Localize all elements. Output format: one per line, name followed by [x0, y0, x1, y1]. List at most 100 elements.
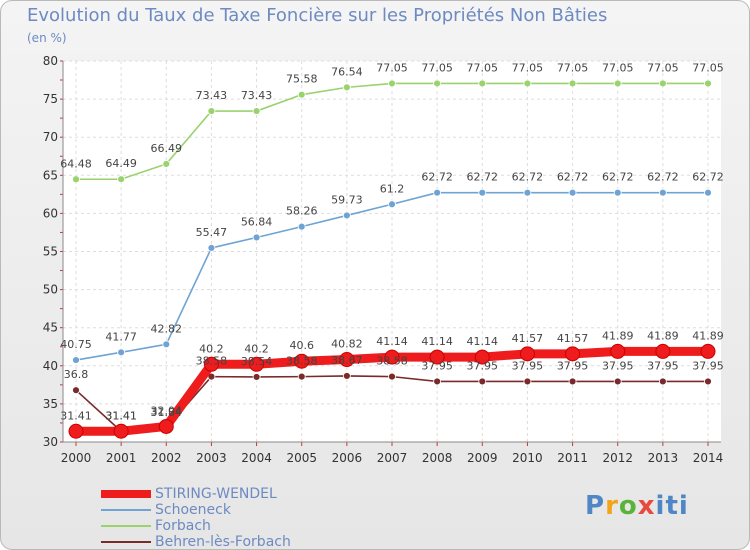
- data-label: 73.43: [241, 89, 273, 102]
- x-tick-label: 2004: [241, 451, 272, 465]
- data-point: [568, 79, 577, 88]
- data-label: 58.26: [286, 205, 318, 218]
- data-point: [388, 200, 396, 209]
- data-label: 73.43: [196, 89, 228, 102]
- data-label: 40.2: [199, 342, 224, 355]
- data-point: [113, 423, 129, 439]
- unit-label: (en %): [27, 31, 67, 45]
- legend-label: Schoeneck: [155, 502, 231, 518]
- data-label: 41.14: [376, 335, 408, 348]
- x-tick-label: 2002: [151, 451, 182, 465]
- data-label: 41.57: [512, 332, 544, 345]
- x-tick-label: 2011: [557, 451, 588, 465]
- x-tick-label: 2003: [196, 451, 227, 465]
- data-point: [704, 188, 712, 197]
- data-point: [478, 188, 487, 197]
- data-label: 41.14: [467, 335, 499, 348]
- data-label: 38.54: [241, 355, 273, 368]
- data-point: [613, 188, 622, 197]
- data-point: [613, 79, 622, 88]
- data-point: [655, 343, 671, 359]
- data-label: 64.48: [60, 157, 92, 170]
- data-label: 62.72: [692, 171, 724, 184]
- data-label: 40.75: [60, 338, 92, 351]
- data-point: [433, 188, 442, 197]
- data-label: 37.95: [512, 359, 544, 372]
- data-label: 55.47: [196, 226, 228, 239]
- data-label: 38.58: [196, 355, 228, 368]
- data-label: 32.04: [151, 404, 183, 417]
- data-label: 56.84: [241, 215, 273, 228]
- data-point: [72, 175, 80, 184]
- legend-item: Schoeneck: [101, 502, 291, 518]
- data-point: [252, 373, 261, 381]
- legend-item: STIRING-WENDEL: [101, 486, 291, 502]
- data-label: 61.2: [380, 182, 405, 195]
- data-point: [342, 372, 351, 380]
- legend-label: Behren-lès-Forbach: [155, 534, 291, 550]
- data-label: 41.89: [692, 329, 724, 342]
- data-point: [252, 233, 261, 242]
- legend-swatch: [101, 490, 151, 498]
- data-point: [433, 377, 442, 386]
- data-label: 66.49: [151, 142, 183, 155]
- data-point: [294, 353, 310, 369]
- data-point: [297, 90, 306, 99]
- legend-label: STIRING-WENDEL: [155, 486, 277, 502]
- data-label: 31.84: [151, 406, 183, 419]
- data-point: [610, 343, 626, 359]
- data-point: [297, 222, 306, 231]
- data-point: [429, 349, 445, 365]
- data-point: [252, 107, 261, 115]
- y-tick-label: 40: [43, 359, 58, 373]
- data-label: 42.82: [151, 322, 183, 335]
- y-tick-label: 65: [43, 168, 58, 182]
- data-point: [72, 356, 80, 364]
- data-label: 77.05: [467, 61, 499, 74]
- data-point: [342, 211, 351, 220]
- data-label: 41.77: [105, 330, 137, 343]
- data-label: 62.72: [602, 171, 634, 184]
- data-label: 40.6: [289, 339, 314, 352]
- data-label: 75.58: [286, 73, 318, 86]
- data-label: 37.95: [602, 359, 634, 372]
- data-point: [519, 346, 535, 362]
- data-label: 37.95: [647, 359, 679, 372]
- data-point: [297, 372, 306, 381]
- data-point: [658, 377, 667, 386]
- x-tick-label: 2012: [602, 451, 633, 465]
- data-label: 77.05: [376, 61, 408, 74]
- x-tick-label: 2006: [332, 451, 363, 465]
- data-label: 37.95: [557, 359, 589, 372]
- data-point: [478, 377, 487, 386]
- y-tick-label: 60: [43, 206, 58, 220]
- data-label: 62.72: [421, 171, 453, 184]
- data-point: [700, 343, 716, 359]
- data-point: [72, 386, 80, 395]
- data-label: 31.41: [105, 409, 137, 422]
- data-label: 41.57: [557, 332, 589, 345]
- legend-item: Behren-lès-Forbach: [101, 534, 291, 550]
- data-label: 41.89: [647, 329, 679, 342]
- data-label: 36.8: [64, 368, 89, 381]
- data-label: 59.73: [331, 193, 363, 206]
- data-label: 41.14: [421, 335, 453, 348]
- data-label: 41.89: [602, 329, 634, 342]
- data-point: [658, 188, 667, 197]
- data-point: [342, 83, 351, 92]
- data-point: [203, 356, 219, 372]
- data-point: [478, 79, 487, 88]
- data-point: [565, 346, 581, 362]
- data-point: [249, 356, 265, 372]
- data-point: [388, 372, 396, 381]
- x-tick-label: 2005: [286, 451, 317, 465]
- data-point: [339, 352, 355, 368]
- data-point: [523, 188, 532, 197]
- data-label: 38.58: [286, 355, 318, 368]
- y-tick-label: 75: [43, 92, 58, 106]
- x-tick-label: 2001: [106, 451, 137, 465]
- data-point: [658, 79, 667, 88]
- data-point: [433, 79, 442, 88]
